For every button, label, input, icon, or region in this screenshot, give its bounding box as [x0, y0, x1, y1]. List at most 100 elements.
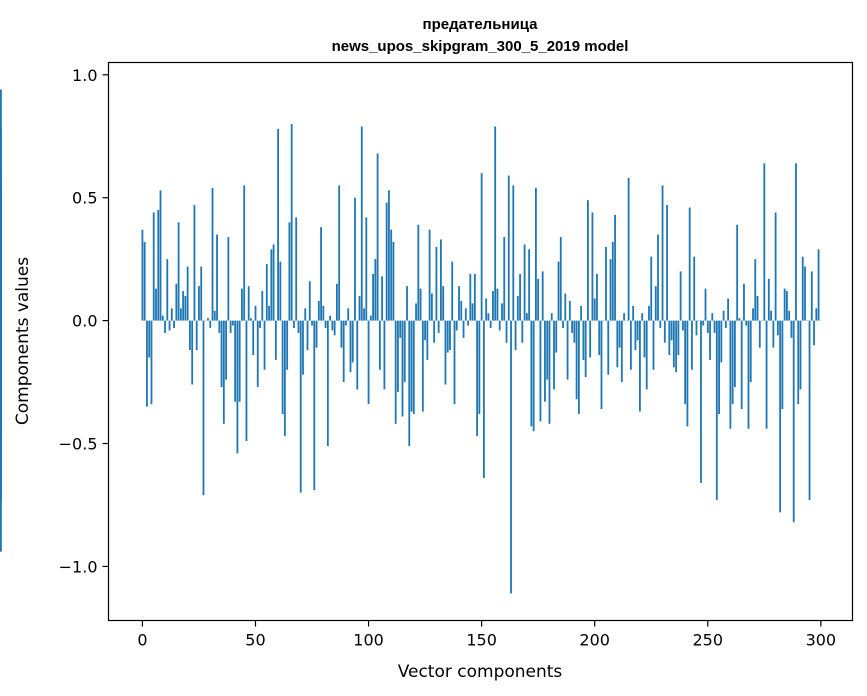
bar-130 [435, 246, 438, 321]
bar-135 [446, 320, 449, 353]
bar-15 [175, 283, 178, 321]
bar-205 [605, 246, 607, 321]
bar-14 [173, 320, 175, 328]
bar-108 [385, 202, 388, 321]
bar-17 [179, 308, 182, 321]
bar-187 [564, 293, 567, 321]
bar-132 [440, 239, 442, 321]
bar-166 [516, 296, 519, 321]
bar-159 [501, 303, 503, 321]
bar-260 [729, 320, 732, 429]
bar-249 [704, 288, 707, 321]
bar-98 [363, 308, 365, 321]
bar-245 [695, 320, 698, 336]
bar-undefined [0, 89, 2, 321]
bar-224 [648, 305, 650, 321]
bar-173 [532, 320, 535, 432]
bar-0 [141, 229, 144, 321]
bar-217 [632, 305, 635, 321]
bar-74 [308, 281, 311, 321]
bar-69 [297, 320, 300, 333]
bar-258 [724, 320, 727, 328]
bar-237 [677, 320, 680, 356]
bar-299 [817, 249, 820, 321]
chart-title: предательница [423, 16, 539, 33]
x-tick-label: 300 [806, 631, 837, 650]
bar-125 [424, 320, 426, 341]
bar-73 [306, 320, 309, 351]
bar-60 [277, 128, 280, 321]
bar-38 [227, 237, 230, 321]
bar-186 [562, 320, 564, 328]
bar-183 [555, 320, 558, 353]
bar-148 [476, 320, 479, 437]
bar-158 [498, 320, 501, 331]
bar-169 [523, 244, 526, 321]
bar-36 [222, 320, 225, 424]
bar-265 [740, 320, 743, 410]
bar-170 [525, 313, 528, 321]
bar-40 [231, 320, 234, 326]
bar-200 [593, 298, 596, 321]
bar-77 [315, 320, 318, 348]
bar-271 [754, 259, 757, 321]
bar-46 [245, 320, 248, 442]
bar-65 [288, 222, 291, 321]
bar-138 [453, 320, 456, 405]
bar-147 [473, 273, 476, 321]
bar-264 [738, 318, 741, 321]
bar-243 [691, 320, 693, 370]
bar-112 [394, 320, 397, 424]
bar-280 [774, 212, 777, 321]
bar-68 [295, 217, 298, 321]
bar-221 [641, 313, 644, 321]
bar-80 [322, 305, 325, 321]
bar-255 [718, 320, 720, 415]
bar-undefined [0, 222, 2, 321]
bar-252 [711, 313, 714, 321]
bar-39 [229, 320, 232, 333]
bar-35 [220, 320, 223, 387]
bar-175 [537, 278, 540, 321]
bar-116 [403, 320, 406, 383]
bar-293 [804, 266, 806, 321]
bar-185 [559, 237, 562, 321]
bar-286 [788, 310, 791, 321]
bar-20 [186, 266, 189, 321]
bar-191 [573, 320, 576, 343]
bar-45 [243, 185, 246, 321]
bar-227 [654, 286, 657, 321]
bar-261 [731, 320, 734, 405]
bar-213 [623, 313, 625, 321]
bar-189 [568, 300, 571, 321]
bar-287 [790, 320, 793, 338]
bar-197 [587, 200, 589, 321]
bar-157 [496, 288, 499, 321]
bar-18 [182, 291, 185, 321]
bar-281 [776, 320, 779, 336]
bar-285 [786, 291, 788, 321]
bar-42 [236, 320, 239, 454]
bar-107 [383, 320, 386, 390]
bar-275 [763, 163, 766, 321]
bar-6 [155, 288, 157, 321]
bar-298 [815, 308, 818, 321]
bar-33 [216, 234, 218, 321]
bar-292 [801, 256, 804, 321]
bar-5 [152, 212, 155, 321]
bar-218 [634, 320, 637, 351]
bar-180 [548, 320, 551, 424]
bar-266 [743, 283, 745, 321]
plot-frame [107, 61, 854, 622]
bar-27 [202, 320, 205, 496]
bar-96 [358, 296, 361, 321]
bar-270 [752, 308, 754, 321]
bar-44 [241, 288, 243, 321]
bar-3 [148, 320, 151, 358]
x-tick-label: 100 [353, 631, 384, 650]
bar-276 [765, 320, 768, 429]
bar-235 [672, 320, 675, 368]
bar-43 [238, 320, 241, 402]
bar-262 [734, 320, 736, 387]
